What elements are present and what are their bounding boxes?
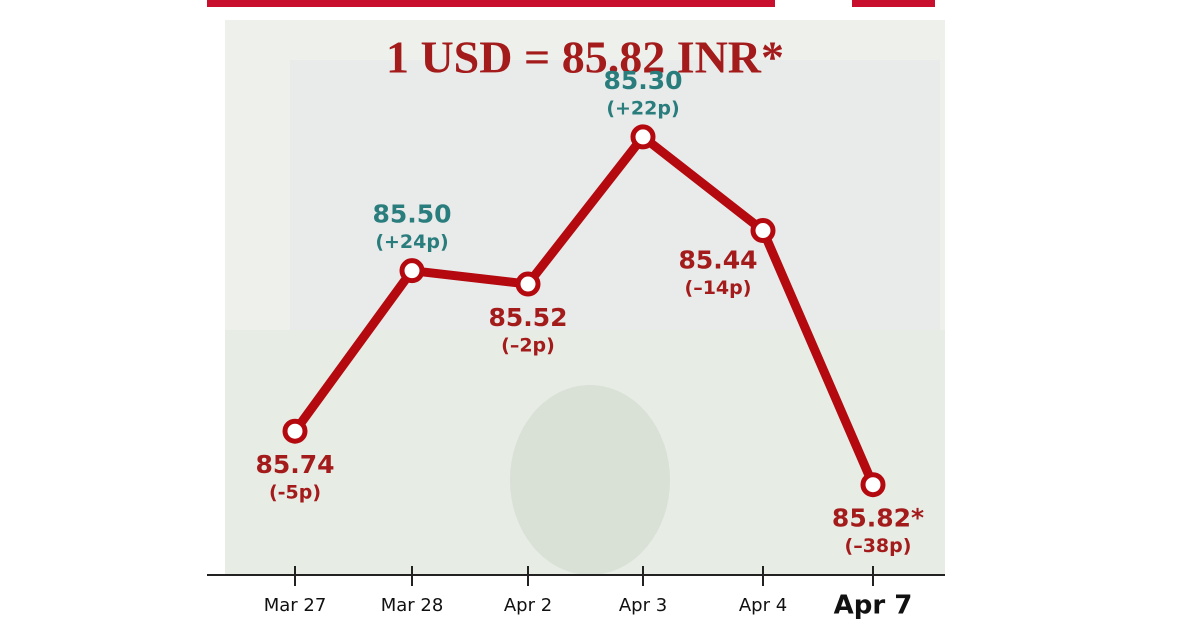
point [630, 124, 656, 150]
point [399, 258, 425, 284]
x-tick-label: Apr 7 [834, 591, 913, 621]
value-label: 85.30 [603, 66, 682, 95]
change-label: (–14p) [685, 277, 752, 299]
change-label: (-5p) [269, 482, 321, 504]
top-bar [207, 0, 775, 7]
value-label: 85.82* [832, 504, 924, 533]
point [860, 472, 886, 498]
x-tick-label: Mar 28 [381, 595, 444, 616]
value-label: 85.52 [488, 303, 567, 332]
point [282, 418, 308, 444]
chart-title: 1 USD = 85.82 INR* [386, 32, 784, 83]
portrait-oval [510, 385, 670, 575]
x-tick-label: Apr 3 [619, 595, 667, 616]
change-label: (+22p) [606, 97, 679, 119]
line [291, 132, 878, 487]
change-label: (+24p) [375, 231, 448, 253]
point [750, 218, 776, 244]
change-label: (–38p) [845, 535, 912, 557]
value-label: 85.74 [255, 450, 334, 479]
value-label: 85.50 [372, 200, 451, 229]
point [515, 271, 541, 297]
x-tick-label: Mar 27 [264, 595, 327, 616]
top-bar-block [852, 0, 935, 7]
x-tick-label: Apr 4 [739, 595, 787, 616]
change-label: (–2p) [501, 335, 555, 357]
x-tick-label: Apr 2 [504, 595, 552, 616]
value-label: 85.44 [678, 246, 757, 275]
